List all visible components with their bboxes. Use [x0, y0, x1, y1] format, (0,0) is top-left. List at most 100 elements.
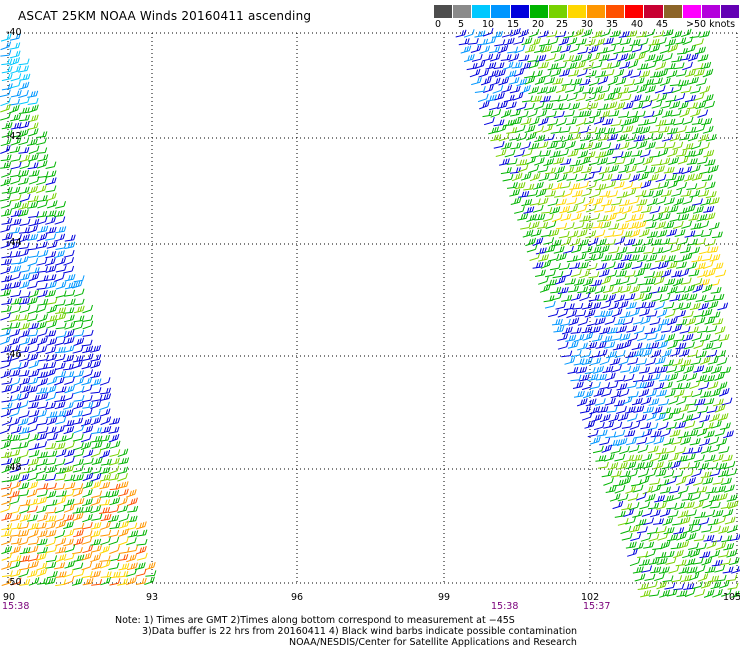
lon-label: 102 — [581, 592, 600, 603]
wind-barb — [27, 353, 39, 362]
wind-barb — [649, 205, 661, 214]
wind-barb — [606, 101, 618, 110]
wind-barb — [18, 353, 30, 362]
wind-barb — [728, 557, 740, 566]
wind-barb — [709, 278, 720, 287]
wind-barb — [691, 446, 703, 454]
wind-barb — [64, 474, 76, 482]
wind-barb — [695, 350, 707, 358]
wind-barb — [45, 226, 57, 234]
wind-barb — [64, 321, 76, 330]
wind-barb — [674, 446, 686, 455]
wind-barb — [547, 36, 559, 46]
wind-barb — [584, 117, 596, 125]
legend-swatch — [701, 5, 721, 18]
wind-barb — [0, 200, 12, 209]
wind-barb — [9, 227, 21, 234]
wind-barb — [82, 314, 94, 322]
wind-barb — [649, 317, 661, 326]
wind-barb — [648, 342, 660, 349]
wind-barb — [72, 410, 83, 418]
wind-barb — [707, 164, 719, 174]
wind-barb — [63, 265, 75, 274]
wind-barb — [55, 410, 67, 418]
wind-barb — [702, 68, 714, 78]
wind-barb — [650, 566, 662, 574]
wind-barb — [669, 214, 681, 222]
wind-barb — [625, 516, 636, 525]
wind-barb — [28, 442, 40, 451]
wind-barb — [45, 458, 57, 466]
wind-barb — [657, 340, 669, 349]
wind-barb — [1, 251, 13, 259]
wind-barb — [620, 93, 632, 101]
wind-barb — [604, 238, 616, 246]
wind-barb — [46, 433, 58, 441]
wind-barb — [633, 157, 645, 166]
wind-barb — [82, 425, 94, 434]
footnote-line: Note: 1) Times are GMT 2)Times along bot… — [115, 615, 515, 626]
wind-barb — [672, 277, 684, 287]
wind-barb — [686, 102, 698, 110]
wind-barb — [637, 333, 648, 342]
wind-barb — [679, 382, 691, 390]
wind-barb — [28, 250, 40, 258]
wind-barb — [702, 94, 714, 103]
wind-barb — [469, 68, 481, 78]
wind-barb — [664, 197, 675, 206]
wind-barb — [646, 333, 658, 341]
wind-barb — [558, 37, 570, 46]
wind-barb — [73, 497, 85, 506]
wind-barb — [46, 450, 58, 458]
wind-barb — [662, 494, 674, 503]
wind-barb — [701, 254, 713, 262]
wind-barb — [720, 366, 732, 374]
wind-barb — [524, 76, 536, 85]
wind-barb — [586, 341, 598, 350]
wind-barb — [708, 436, 720, 446]
wind-barb — [686, 158, 698, 165]
wind-barb — [630, 479, 642, 487]
wind-barb — [523, 206, 535, 214]
wind-barb — [727, 524, 738, 534]
wind-barb — [495, 69, 506, 78]
wind-barb — [645, 357, 656, 366]
wind-barb — [673, 174, 685, 183]
wind-barb — [548, 253, 560, 262]
wind-barb — [699, 493, 710, 502]
wind-barb — [586, 126, 598, 134]
wind-barb — [45, 177, 57, 186]
wind-barb — [630, 94, 642, 103]
wind-barb — [26, 569, 38, 578]
wind-barb — [37, 377, 48, 387]
wind-barb — [73, 424, 85, 434]
lon-label: 90 — [3, 592, 16, 603]
wind-barb — [27, 514, 38, 522]
wind-barb — [559, 205, 571, 214]
wind-barb — [722, 566, 734, 574]
wind-barb — [666, 476, 677, 485]
wind-barb — [10, 513, 22, 522]
wind-barb — [627, 333, 639, 342]
wind-barb — [63, 329, 75, 339]
wind-barb — [641, 428, 653, 438]
wind-barb — [27, 122, 39, 130]
wind-barb — [63, 345, 75, 353]
wind-barb — [643, 110, 655, 118]
wind-barb — [685, 44, 696, 53]
wind-barb — [606, 350, 617, 359]
wind-barb — [528, 117, 540, 126]
wind-barb — [82, 320, 94, 330]
wind-barb — [1, 298, 13, 305]
wind-barb — [646, 197, 658, 207]
wind-barb — [577, 68, 588, 77]
wind-barb — [571, 189, 583, 198]
wind-barb — [63, 521, 74, 530]
wind-barb — [658, 181, 670, 189]
wind-barb — [73, 385, 85, 395]
wind-barb — [585, 230, 597, 239]
wind-barb — [712, 398, 724, 407]
wind-barb — [720, 558, 732, 566]
wind-barb — [63, 513, 75, 522]
wind-barb — [677, 431, 689, 439]
